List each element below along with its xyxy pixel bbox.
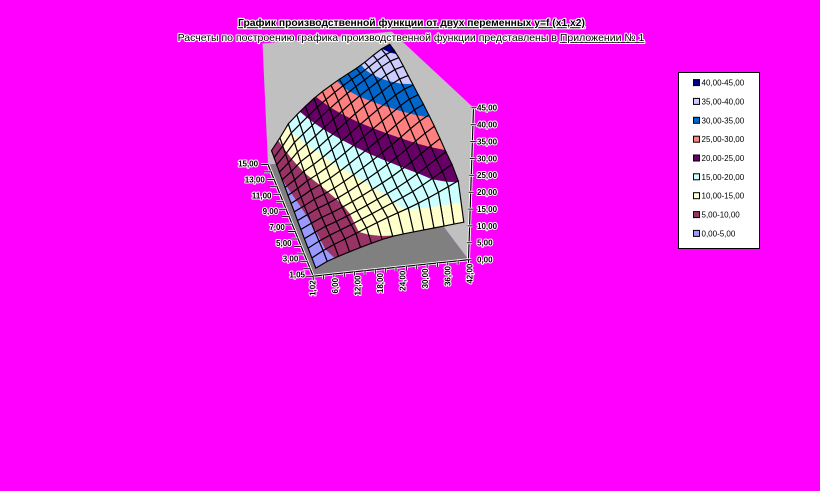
svg-text:30,00-35,00: 30,00-35,00 <box>702 116 745 125</box>
svg-text:25,00-30,00: 25,00-30,00 <box>702 135 745 144</box>
svg-text:40,00-45,00: 40,00-45,00 <box>702 79 745 88</box>
svg-text:15,00: 15,00 <box>238 160 259 169</box>
svg-text:20,00-25,00: 20,00-25,00 <box>702 154 745 163</box>
svg-text:25,00: 25,00 <box>477 171 498 180</box>
svg-text:10,00: 10,00 <box>477 222 498 231</box>
svg-text:15,00-20,00: 15,00-20,00 <box>702 173 745 182</box>
svg-text:35,00-40,00: 35,00-40,00 <box>702 97 745 106</box>
svg-text:0,00-5,00: 0,00-5,00 <box>702 229 736 238</box>
svg-text:График производственной функци: График производственной функции от двух … <box>238 17 585 29</box>
svg-text:42,00: 42,00 <box>466 263 475 284</box>
svg-text:11,00: 11,00 <box>252 191 272 200</box>
svg-text:12,00: 12,00 <box>354 275 363 296</box>
svg-text:9,00: 9,00 <box>263 207 279 216</box>
svg-text:0,00: 0,00 <box>477 256 493 265</box>
svg-text:15,00: 15,00 <box>477 205 498 214</box>
svg-text:1,05: 1,05 <box>289 271 305 280</box>
svg-text:5,00: 5,00 <box>477 239 493 248</box>
svg-text:45,00: 45,00 <box>477 104 498 113</box>
svg-text:35,00: 35,00 <box>477 138 498 147</box>
svg-text:36,00: 36,00 <box>443 265 452 286</box>
svg-text:40,00: 40,00 <box>477 121 498 130</box>
svg-text:7,00: 7,00 <box>269 223 285 232</box>
svg-text:6,00: 6,00 <box>331 277 340 293</box>
svg-text:20,00: 20,00 <box>477 188 498 197</box>
svg-text:18,00: 18,00 <box>376 273 385 294</box>
svg-text:30,00: 30,00 <box>477 154 498 163</box>
svg-text:13,00: 13,00 <box>245 175 266 184</box>
svg-text:30,00: 30,00 <box>421 268 430 289</box>
svg-text:5,00-10,00: 5,00-10,00 <box>702 211 741 220</box>
svg-text:10,00-15,00: 10,00-15,00 <box>702 192 745 201</box>
svg-text:3,00: 3,00 <box>283 255 299 264</box>
svg-text:24,00: 24,00 <box>398 270 407 291</box>
svg-text:5,00: 5,00 <box>276 239 292 248</box>
svg-text:1,02: 1,02 <box>309 280 318 296</box>
svg-text:Расчеты по построению графика: Расчеты по построению графика производст… <box>178 32 645 44</box>
